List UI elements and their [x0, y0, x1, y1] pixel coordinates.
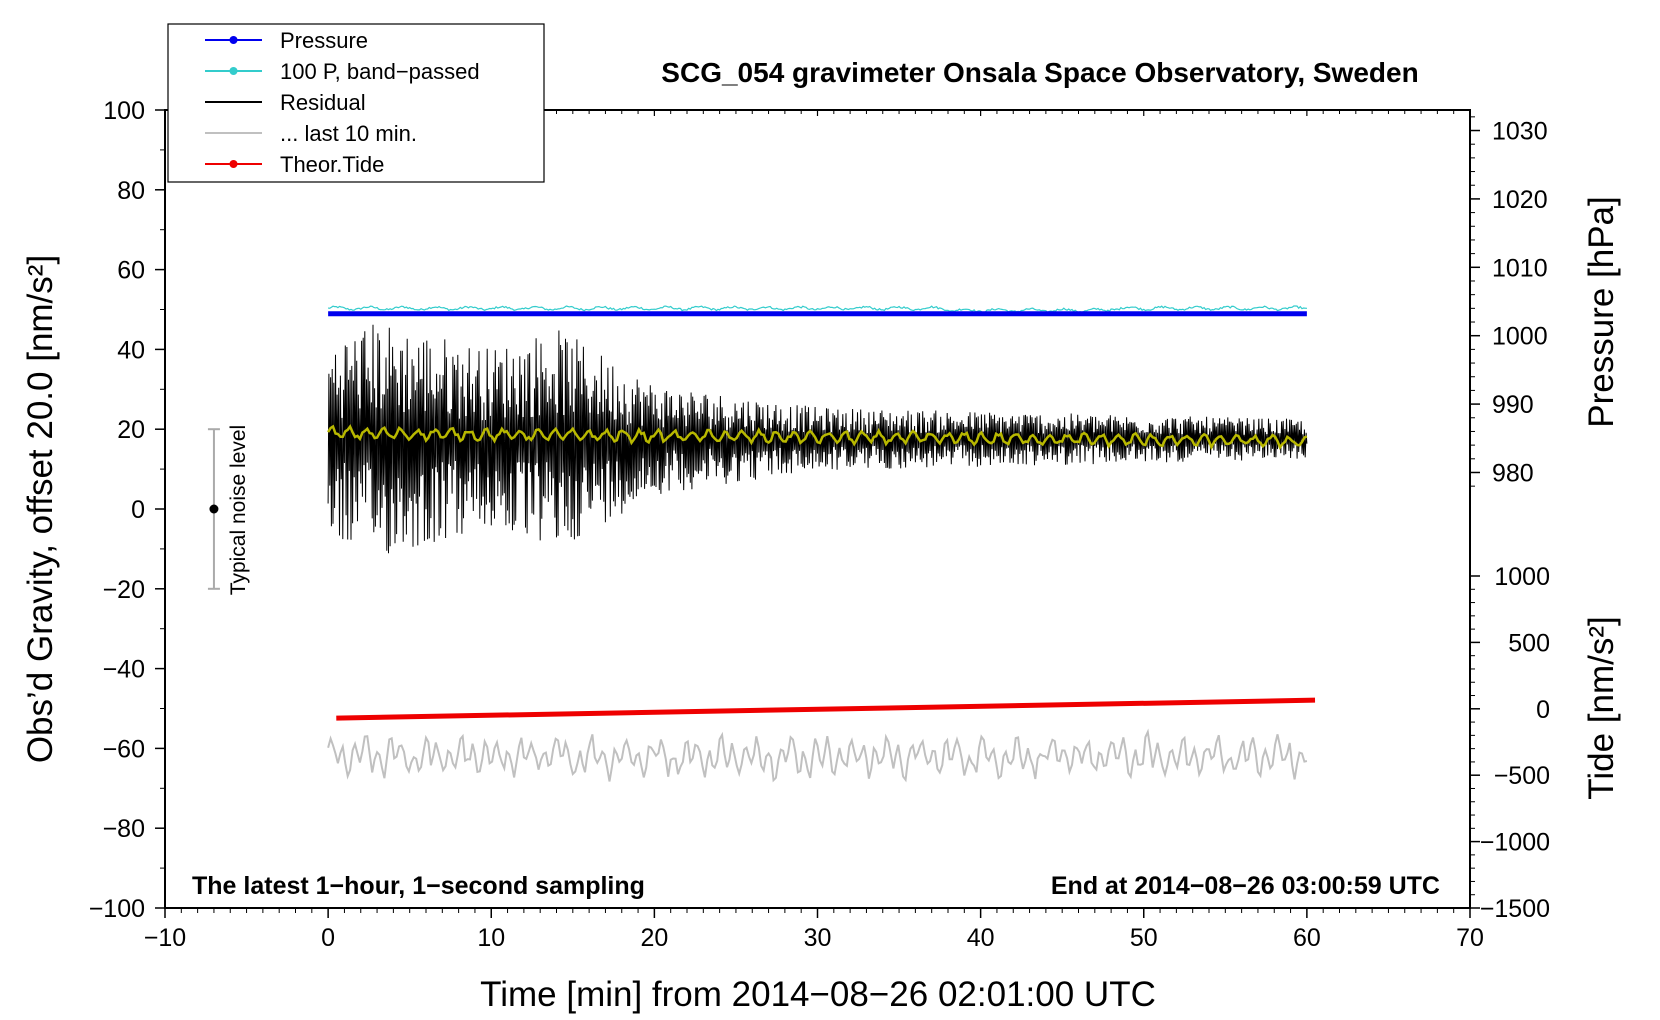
- series-residual-smoothed: [327, 424, 1308, 451]
- y-tick-label: −20: [103, 576, 145, 604]
- pressure-tick-label: 1020: [1492, 186, 1548, 214]
- pressure-tick-label: 990: [1492, 391, 1534, 419]
- noise-indicator: [207, 428, 220, 590]
- note-sampling: The latest 1−hour, 1−second sampling: [192, 872, 645, 900]
- y-tick-label: −40: [103, 656, 145, 684]
- x-tick-label: 20: [640, 924, 668, 952]
- y-tick-label: 100: [103, 97, 145, 125]
- series-residual: [327, 324, 1308, 554]
- pressure-tick-label: 980: [1492, 459, 1534, 487]
- y-axis-label-pressure: Pressure [hPa]: [1582, 196, 1621, 428]
- x-tick-label: 30: [804, 924, 832, 952]
- tide-tick-label: 1000: [1494, 563, 1550, 591]
- y-tick-label: 20: [117, 416, 145, 444]
- y-tick-label: 0: [131, 496, 145, 524]
- legend-label: Pressure: [280, 28, 368, 53]
- y-axis-label-tide: Tide [nm/s²]: [1582, 616, 1621, 799]
- x-tick-label: −10: [144, 924, 186, 952]
- series-last-10-min: [327, 728, 1308, 783]
- legend-marker: [229, 67, 238, 75]
- pressure-tick-label: 1000: [1492, 323, 1548, 351]
- noise-bar-center-dot: [209, 504, 219, 514]
- y-axis-pressure: 1030 1020 1010 1000 990 980: [1470, 116, 1548, 487]
- x-tick-label: 50: [1130, 924, 1158, 952]
- plot-frame: [164, 109, 1471, 909]
- legend-marker: [229, 36, 238, 44]
- tide-tick-label: −500: [1494, 762, 1550, 790]
- x-tick-label: 0: [321, 924, 335, 952]
- y-axis-tide: 1000 500 0 −500 −1000 −1500: [1470, 563, 1550, 923]
- y-tick-label: 40: [117, 336, 145, 364]
- y-tick-label: 60: [117, 257, 145, 285]
- tide-tick-label: −1500: [1480, 895, 1550, 923]
- series-theoretical-tide: [336, 697, 1316, 721]
- legend-label: ... last 10 min.: [280, 121, 417, 146]
- series-band-passed-pressure: [327, 305, 1307, 314]
- legend-label: Residual: [280, 90, 366, 115]
- chart-title: SCG_054 gravimeter Onsala Space Observat…: [661, 57, 1418, 88]
- y-tick-label: 80: [117, 177, 145, 205]
- x-tick-label: 70: [1456, 924, 1484, 952]
- y-tick-label: −100: [89, 895, 145, 923]
- y-tick-label: −60: [103, 735, 145, 763]
- pressure-tick-label: 1010: [1492, 254, 1548, 282]
- x-tick-label: 40: [967, 924, 995, 952]
- y-axis-gravity: 100 80 60 40 20 0 −20 −40 −60 −80 −100: [89, 97, 165, 923]
- legend-label: Theor.Tide: [280, 152, 384, 177]
- y-axis-label-gravity: Obs’d Gravity, offset 20.0 [nm/s²]: [21, 255, 60, 763]
- y-tick-label: −80: [103, 815, 145, 843]
- x-axis: −10 0 10 20 30 40 50 60 70: [144, 110, 1484, 952]
- x-axis-label: Time [min] from 2014−08−26 02:01:00 UTC: [480, 975, 1156, 1014]
- x-tick-label: 60: [1293, 924, 1321, 952]
- legend-marker: [229, 160, 238, 168]
- legend-label: 100 P, band−passed: [280, 59, 480, 84]
- noise-label: Typical noise level: [227, 425, 250, 595]
- tide-tick-label: −1000: [1480, 829, 1550, 857]
- tide-tick-label: 500: [1508, 629, 1550, 657]
- pressure-tick-label: 1030: [1492, 118, 1548, 146]
- tide-tick-label: 0: [1536, 696, 1550, 724]
- note-end-time: End at 2014−08−26 03:00:59 UTC: [1051, 872, 1440, 900]
- legend: Pressure 100 P, band−passed Residual ... la…: [167, 23, 545, 183]
- series-group: [327, 305, 1316, 783]
- x-tick-label: 10: [477, 924, 505, 952]
